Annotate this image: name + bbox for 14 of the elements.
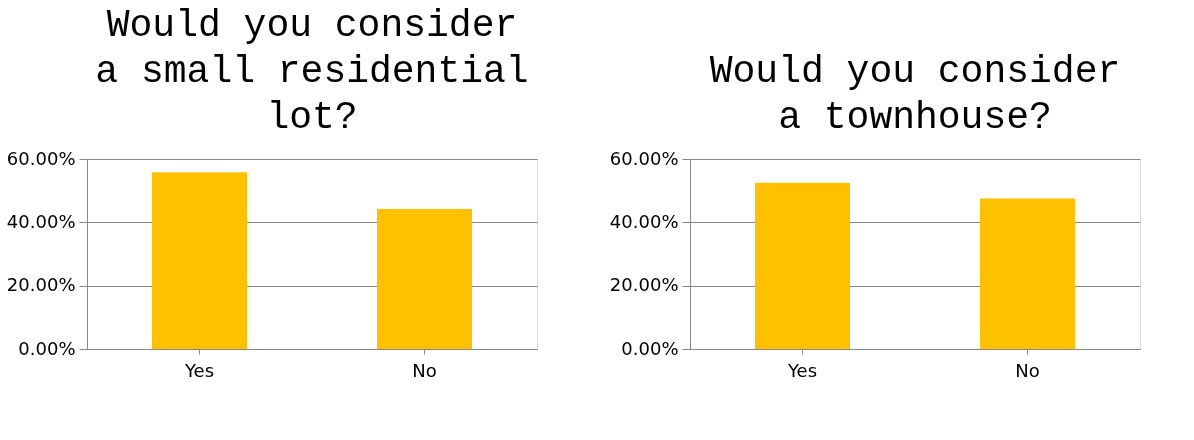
y-tick-label: 0.00% (18, 337, 76, 359)
chart-title: Would you consider a small residential lot? (95, 4, 529, 139)
y-tick-label: 60.00% (6, 147, 76, 169)
x-tick-label: Yes (183, 359, 215, 381)
x-tick-label: No (412, 359, 437, 381)
y-tick-label: 20.00% (609, 274, 679, 296)
y-tick-label: 20.00% (6, 274, 76, 296)
y-tick-label: 40.00% (6, 210, 76, 232)
y-tick-label: 60.00% (609, 147, 679, 169)
y-tick-label: 0.00% (621, 337, 679, 359)
chart-title: Would you consider a townhouse? (709, 50, 1121, 139)
y-tick-label: 40.00% (609, 210, 679, 232)
x-tick-label: No (1015, 359, 1040, 381)
x-tick-label: Yes (786, 359, 818, 381)
